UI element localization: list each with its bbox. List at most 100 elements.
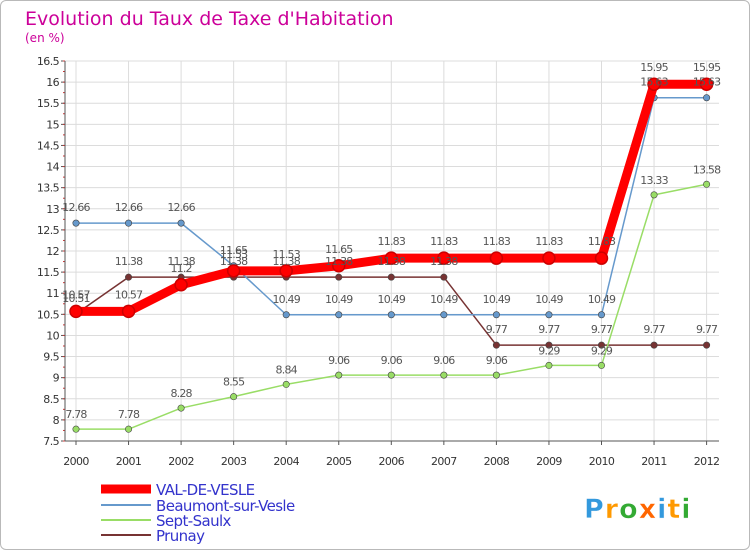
series-point <box>279 264 293 278</box>
data-label: 10.49 <box>535 293 563 306</box>
series-point <box>387 371 395 379</box>
data-label: 9.06 <box>433 354 455 367</box>
x-tick-label: 2005 <box>326 455 352 468</box>
data-label: 11.83 <box>535 235 563 248</box>
data-label: 11.65 <box>325 243 353 256</box>
series-point <box>703 341 711 349</box>
data-label: 11.38 <box>115 255 143 268</box>
logo-letter: i <box>657 494 667 525</box>
y-tick-label: 14.5 <box>37 139 60 152</box>
series-point <box>437 251 451 265</box>
data-label: 10.49 <box>272 293 300 306</box>
series-point <box>545 311 553 319</box>
series-point <box>597 361 605 369</box>
data-label: 10.49 <box>483 293 511 306</box>
y-tick-label: 14 <box>46 161 59 174</box>
series-point <box>597 311 605 319</box>
series-point <box>597 341 605 349</box>
data-label: 9.06 <box>328 354 350 367</box>
proxiti-logo: Proxiti <box>584 494 692 526</box>
y-tick-label: 15.5 <box>37 97 60 110</box>
data-label: 10.49 <box>588 293 616 306</box>
series-point <box>125 219 133 227</box>
data-label: 11.38 <box>378 255 406 268</box>
series-point <box>282 311 290 319</box>
legend-label: Beaumont-sur-Vesle <box>156 497 295 515</box>
data-label: 11.83 <box>588 235 616 248</box>
series-point <box>121 304 136 319</box>
series-layer <box>69 77 714 433</box>
series-point <box>335 311 343 319</box>
series-point <box>703 180 711 188</box>
data-label: 12.66 <box>167 201 195 214</box>
data-label: 11.38 <box>167 255 195 268</box>
series-point <box>72 219 80 227</box>
data-label: 8.28 <box>170 387 192 400</box>
series-point <box>594 251 609 265</box>
y-tick-label: 16.5 <box>37 55 60 68</box>
data-label: 11.83 <box>483 235 511 248</box>
y-tick-label: 7.5 <box>43 435 59 448</box>
y-tick-label: 12.5 <box>37 224 60 237</box>
series-point <box>387 311 395 319</box>
data-label: 11.38 <box>220 255 248 268</box>
data-label: 9.29 <box>538 344 560 357</box>
x-tick-label: 2007 <box>431 455 457 468</box>
y-tick-label: 10.5 <box>37 308 60 321</box>
data-label: 10.57 <box>62 288 90 301</box>
series-point <box>226 264 241 278</box>
series-point <box>492 311 500 319</box>
y-tick-label: 8.5 <box>43 393 59 406</box>
series-point <box>440 311 448 319</box>
data-label: 11.38 <box>325 255 353 268</box>
y-tick-label: 13.5 <box>37 182 60 195</box>
series-point <box>335 273 343 281</box>
x-tick-label: 2006 <box>378 455 404 468</box>
data-label: 7.78 <box>118 408 140 421</box>
series-point <box>69 304 83 319</box>
data-label: 10.57 <box>115 288 143 301</box>
logo-letter: r <box>605 494 619 525</box>
series-point <box>699 77 714 91</box>
data-label: 13.33 <box>640 174 668 187</box>
x-tick-label: 2003 <box>221 455 247 468</box>
series-point <box>125 273 133 281</box>
y-tick-label: 8 <box>53 414 60 427</box>
x-tick-label: 2002 <box>168 455 194 468</box>
data-label: 15.95 <box>693 61 721 74</box>
legend-label: Sept-Saulx <box>156 512 232 530</box>
x-tick-label: 2009 <box>536 455 562 468</box>
series-point <box>335 371 343 379</box>
y-tick-label: 9.5 <box>43 351 59 364</box>
data-label: 11.53 <box>220 248 248 261</box>
series-point <box>387 273 395 281</box>
y-tick-label: 16 <box>46 76 59 89</box>
data-label: 10.49 <box>430 293 458 306</box>
x-tick-label: 2012 <box>694 455 720 468</box>
data-label: 8.84 <box>276 363 298 376</box>
data-label: 11.38 <box>272 255 300 268</box>
data-label: 11.65 <box>220 244 248 257</box>
x-tick-label: 2001 <box>116 455 142 468</box>
data-label: 7.78 <box>65 408 87 421</box>
series-point <box>230 393 238 401</box>
legend: VAL-DE-VESLEBeaumont-sur-VesleSept-Saulx… <box>101 481 296 545</box>
data-label: 9.77 <box>591 323 613 336</box>
data-label: 11.53 <box>272 248 300 261</box>
series-point <box>492 341 500 349</box>
y-tick-label: 11 <box>46 287 59 300</box>
data-label: 10.49 <box>325 293 353 306</box>
logo-letter: i <box>681 494 691 525</box>
x-tick-label: 2000 <box>63 455 89 468</box>
data-label: 12.66 <box>115 201 143 214</box>
logo-letter: t <box>667 494 681 525</box>
y-tick-label: 10 <box>46 329 59 342</box>
data-label: 15.63 <box>693 76 721 89</box>
data-label: 15.95 <box>640 61 668 74</box>
logo-text: Proxiti <box>584 494 692 525</box>
x-tick-label: 2011 <box>641 455 667 468</box>
axis-layer: 7.5 8 8.5 9 9.5 10 10.5 11 11.5 12 12.5 13 13.5 14 14.… <box>37 55 720 468</box>
y-tick-label: 9 <box>53 372 60 385</box>
